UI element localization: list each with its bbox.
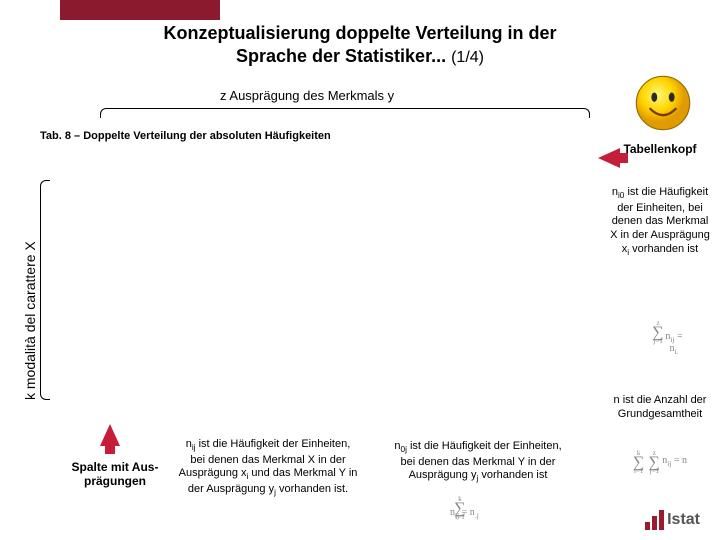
top-axis-label: z Ausprägung des Merkmals y <box>220 88 394 103</box>
logo-bars-icon <box>645 510 664 530</box>
formula-ni0: z ∑ j=1 nij = ni. <box>628 320 688 345</box>
pager: (1/4) <box>451 49 484 66</box>
label-tabellenkopf: Tabellen­kopf <box>620 142 700 156</box>
bracket-left <box>40 180 50 400</box>
page-title: Konzeptualisierung doppelte Verteilung i… <box>60 22 660 69</box>
bracket-top <box>100 108 590 118</box>
desc-nij: nij ist die Häufigkeit der Einheiten, be… <box>178 438 358 498</box>
arrow-left-icon <box>598 148 620 168</box>
title-line-2: Sprache der Statistiker... <box>236 46 446 66</box>
desc-ni0: ni0 ist die Häufigkeit der Einheiten, be… <box>610 186 710 258</box>
table-caption: Tab. 8 – Doppelte Verteilung der absolut… <box>40 130 331 142</box>
desc-n: n ist die Anzahl der Grund­gesamtheit <box>610 394 710 422</box>
side-axis-label: k modalità del carattere X <box>22 241 38 400</box>
title-line-1: Konzeptualisierung doppelte Verteilung i… <box>163 23 556 43</box>
arrow-up-icon <box>100 424 120 446</box>
title-bar <box>60 0 220 20</box>
formula-n: k∑i=1 z∑j=1 nij = n <box>620 450 700 475</box>
formula-n0j: k ∑ i=1 nij = n.j <box>420 496 500 521</box>
logo-text: Istat <box>667 511 700 529</box>
label-spalte: Spalte mit Aus­prägungen <box>70 460 160 489</box>
smiley-icon <box>634 74 692 132</box>
desc-n0j: n0j ist die Häufigkeit der Einhei­ten, b… <box>388 440 568 485</box>
logo: Istat <box>645 510 700 530</box>
